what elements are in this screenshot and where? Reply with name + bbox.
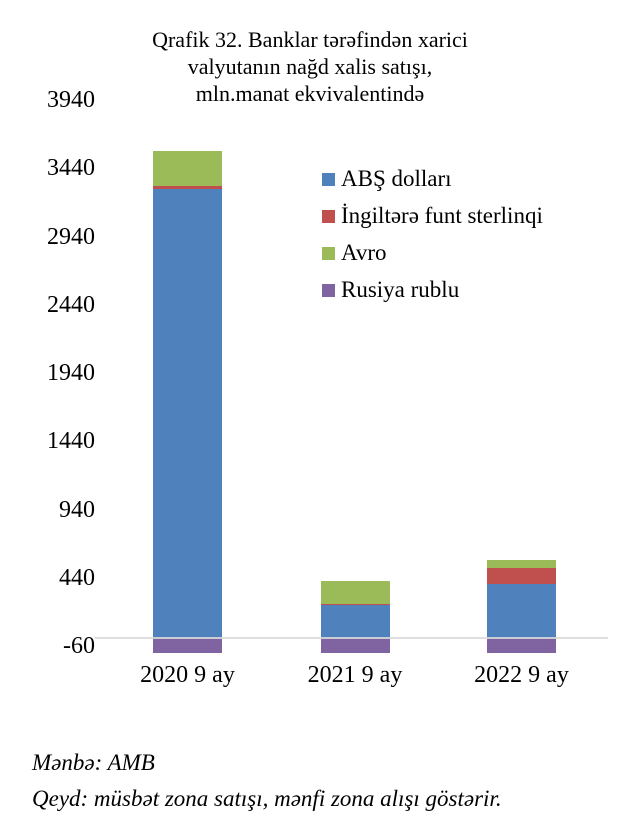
legend-item[interactable]: İngiltərə funt sterlinqi (322, 203, 543, 229)
legend-color-swatch-icon (322, 209, 335, 223)
y-axis-label: 1940 (47, 360, 95, 387)
y-axis-label: 440 (59, 565, 95, 592)
y-axis-label: 2440 (47, 291, 95, 318)
bar-segment[interactable] (487, 638, 556, 654)
bar-segment[interactable] (153, 188, 222, 639)
methodology-note: Qeyd: müsbət zona satışı, mənfi zona alı… (32, 786, 502, 811)
legend: ABŞ dolları İngiltərə funt sterlinqi Avro R… (322, 166, 543, 314)
legend-label: İngiltərə funt sterlinqi (341, 203, 543, 228)
bar-segment[interactable] (320, 604, 390, 606)
bar-segment[interactable] (487, 583, 556, 639)
chart-title: Qrafik 32. Banklar tərəfindən xarici val… (0, 26, 620, 107)
legend-color-swatch-icon (322, 172, 335, 186)
y-axis-label: 3440 (47, 155, 95, 182)
bar-segment[interactable] (153, 151, 222, 187)
source-note: Mənbə: AMB (32, 750, 155, 775)
y-axis-label: 3940 (47, 87, 95, 113)
bar-segment[interactable] (320, 605, 390, 639)
y-axis-label: 940 (59, 496, 95, 523)
legend-item[interactable]: ABŞ dolları (322, 166, 543, 192)
legend-item[interactable]: Rusiya rublu (322, 277, 543, 303)
x-axis-line (95, 637, 608, 640)
legend-label: Avro (341, 240, 387, 265)
x-axis-label: 2021 9 ay (307, 662, 403, 688)
legend-color-swatch-icon (322, 246, 335, 260)
bar-segment[interactable] (320, 638, 390, 654)
bar-segment[interactable] (153, 186, 222, 189)
chart-title-line-2: valyutanın nağd xalis satışı, (187, 54, 433, 79)
bar-segment[interactable] (153, 638, 222, 654)
bar-segment[interactable] (487, 559, 556, 568)
x-axis-label: 2020 9 ay (140, 662, 235, 688)
y-axis-label: 2940 (47, 223, 95, 250)
legend-label: Rusiya rublu (341, 277, 460, 302)
y-axis-label: -60 (63, 633, 95, 660)
legend-item[interactable]: Avro (322, 240, 543, 266)
y-axis-label: 1440 (47, 428, 95, 455)
legend-label: ABŞ dolları (341, 166, 452, 191)
chart-title-line-3: mln.manat ekvivalentində (195, 81, 425, 106)
chart-title-line-1: Qrafik 32. Banklar tərəfindən xarici (152, 27, 468, 52)
x-axis-label: 2022 9 ay (474, 662, 569, 688)
bar-segment[interactable] (487, 567, 556, 584)
legend-color-swatch-icon (322, 283, 335, 297)
bar-segment[interactable] (320, 580, 390, 604)
